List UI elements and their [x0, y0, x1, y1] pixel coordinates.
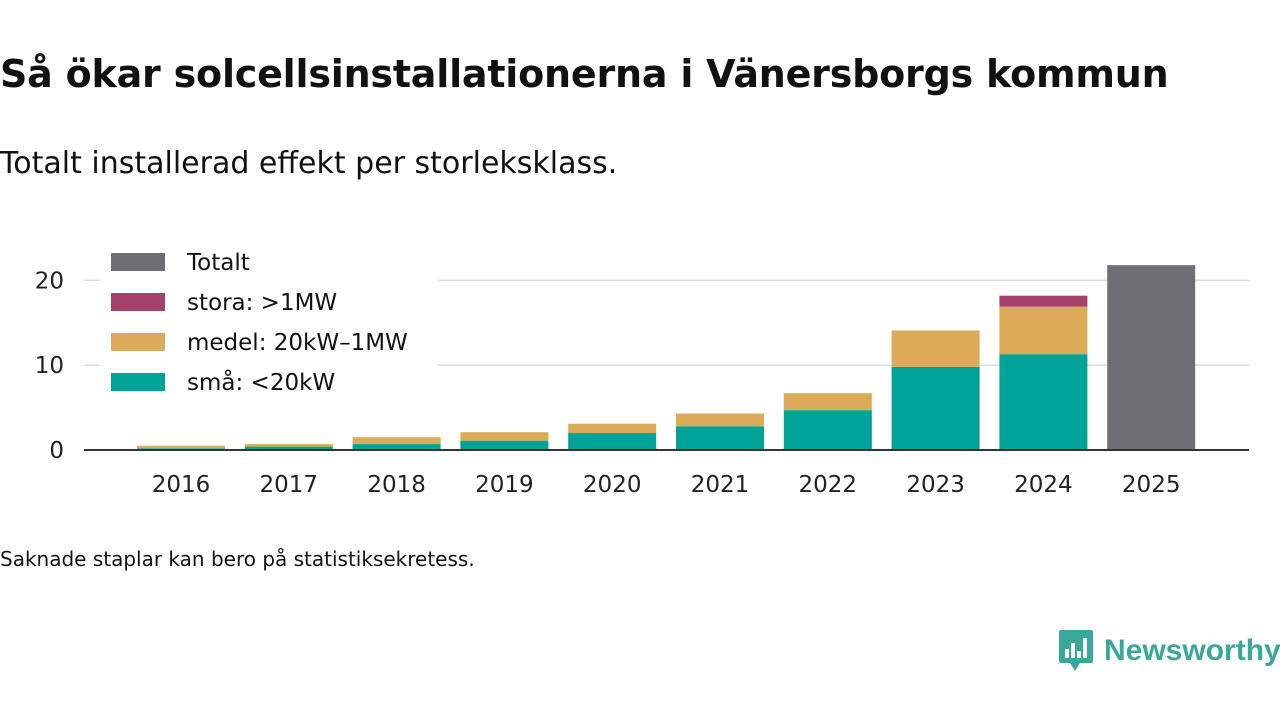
newsworthy-logo-icon [1059, 630, 1093, 671]
brand-name: Newsworthy [1104, 634, 1280, 667]
newsworthy-logo: Newsworthy [1058, 628, 1280, 674]
chart-subtitle: Totalt installerad effekt per storlekskl… [0, 146, 618, 181]
legend-swatch-totalt [111, 253, 165, 271]
legend-swatch-sma [111, 373, 165, 391]
bar-totalt-2025 [1107, 265, 1196, 450]
bar-medel-2021 [676, 413, 764, 427]
bar-medel-2019 [460, 432, 549, 441]
bar-medel-2016 [137, 445, 225, 449]
bar-medel-2024 [999, 306, 1088, 355]
bar-medel-2020 [568, 423, 657, 434]
legend-swatch-medel [111, 333, 165, 351]
y-tick-label: 10 [35, 353, 64, 379]
legend-label-stora: stora: >1MW [187, 290, 337, 316]
bar-sma-2019 [460, 440, 549, 450]
footnote: Saknade staplar kan bero på statistiksek… [0, 547, 475, 571]
legend-label-medel: medel: 20kW–1MW [187, 330, 408, 356]
chart-title: Så ökar solcellsinstallationerna i Väner… [0, 52, 1169, 96]
bar-sma-2021 [676, 426, 764, 450]
x-tick-label: 2025 [1122, 472, 1181, 498]
bar-sma-2024 [999, 354, 1088, 450]
bar-sma-2020 [568, 433, 657, 450]
x-tick-label: 2021 [691, 472, 750, 498]
y-tick-label: 0 [49, 438, 64, 464]
bar-sma-2017 [244, 446, 333, 450]
bar-sma-2018 [352, 444, 441, 450]
bar-medel-2022 [783, 393, 872, 411]
y-tick-label: 20 [35, 268, 64, 294]
axes: 0 10 20 2016 2017 2018 2019 2020 2021 2022 2023 202… [35, 268, 1249, 498]
x-tick-label: 2024 [1014, 472, 1073, 498]
x-tick-label: 2018 [367, 472, 426, 498]
bar-stora-2024 [999, 295, 1088, 307]
x-tick-label: 2022 [799, 472, 858, 498]
x-tick-label: 2020 [583, 472, 642, 498]
bar-sma-2022 [783, 410, 872, 450]
x-tick-label: 2019 [475, 472, 534, 498]
legend-label-sma: små: <20kW [187, 368, 335, 396]
x-tick-label: 2023 [906, 472, 965, 498]
x-tick-label: 2016 [152, 472, 211, 498]
bar-sma-2023 [891, 366, 980, 450]
legend: Totalt stora: >1MW medel: 20kW–1MW små: <20… [100, 240, 438, 406]
x-tick-label: 2017 [260, 472, 319, 498]
bar-medel-2017 [244, 444, 333, 447]
bars [137, 265, 1196, 450]
legend-swatch-stora [111, 293, 165, 311]
bar-medel-2018 [352, 437, 441, 445]
legend-label-totalt: Totalt [186, 250, 250, 276]
bar-medel-2023 [891, 330, 980, 367]
